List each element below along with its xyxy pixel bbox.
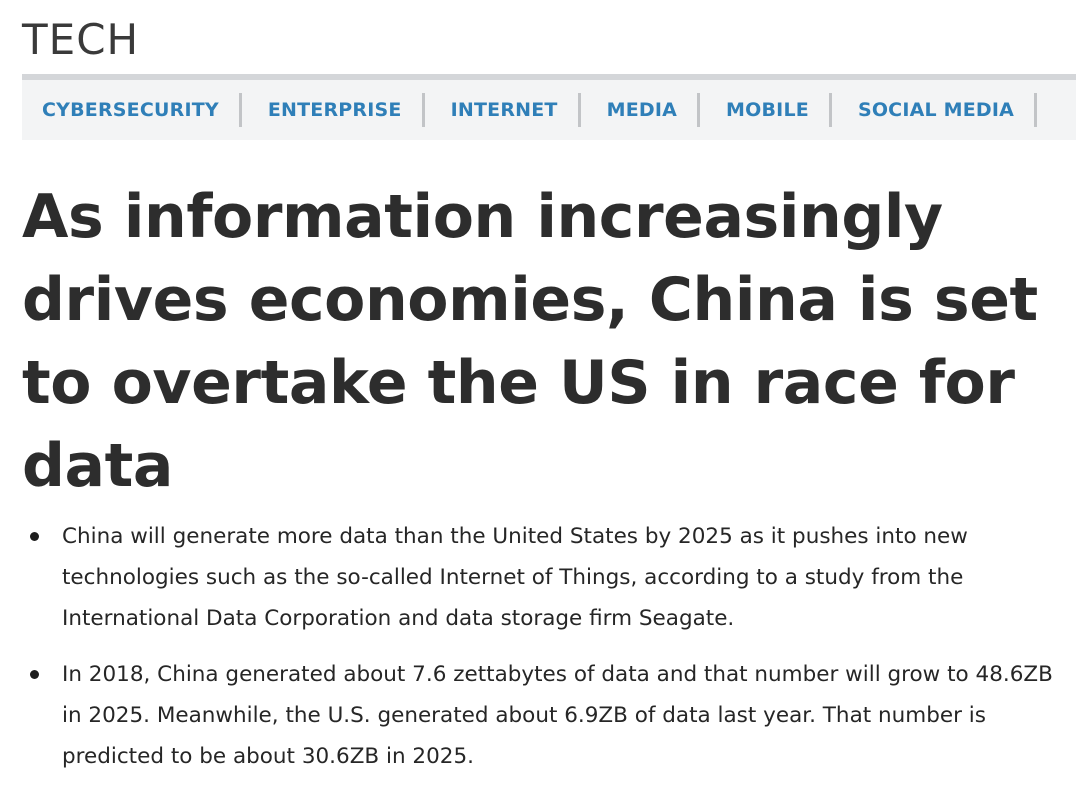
nav-divider xyxy=(1034,93,1038,127)
nav-separator xyxy=(828,80,832,140)
nav-link-cybersecurity[interactable]: CYBERSECURITY xyxy=(42,99,219,121)
nav-separator xyxy=(238,80,242,140)
article-headline: As information increasingly drives econo… xyxy=(22,182,1038,501)
subsection-nav-list: CYBERSECURITY ENTERPRISE INTERNET MEDIA … xyxy=(22,80,1076,140)
bullet-dot-icon xyxy=(30,532,39,541)
nav-link-enterprise[interactable]: ENTERPRISE xyxy=(267,99,402,121)
key-point-text: China will generate more data than the U… xyxy=(62,524,968,631)
nav-divider xyxy=(828,93,832,127)
nav-item-internet: INTERNET xyxy=(425,80,578,140)
nav-item-cybersecurity: CYBERSECURITY xyxy=(22,80,239,140)
nav-link-media[interactable]: MEDIA xyxy=(606,99,678,121)
nav-link-internet[interactable]: INTERNET xyxy=(450,99,558,121)
bullet-dot-icon xyxy=(30,670,39,679)
subsection-nav: CYBERSECURITY ENTERPRISE INTERNET MEDIA … xyxy=(22,74,1076,140)
nav-item-media: MEDIA xyxy=(581,80,697,140)
nav-item-mobile: MOBILE xyxy=(700,80,829,140)
nav-separator xyxy=(577,80,581,140)
nav-link-social-media[interactable]: SOCIAL MEDIA xyxy=(857,99,1015,121)
key-point-text: In 2018, China generated about 7.6 zetta… xyxy=(62,662,1053,769)
nav-separator xyxy=(697,80,701,140)
nav-divider xyxy=(697,93,701,127)
nav-separator xyxy=(1034,80,1038,140)
key-point-item: China will generate more data than the U… xyxy=(22,516,1062,639)
nav-divider xyxy=(421,93,425,127)
nav-separator xyxy=(421,80,425,140)
nav-divider xyxy=(238,93,242,127)
section-title[interactable]: TECH xyxy=(22,15,140,64)
nav-item-social-media: SOCIAL MEDIA xyxy=(832,80,1034,140)
nav-link-mobile[interactable]: MOBILE xyxy=(726,99,809,121)
key-points-list: China will generate more data than the U… xyxy=(22,516,1062,792)
nav-divider xyxy=(577,93,581,127)
key-point-item: In 2018, China generated about 7.6 zetta… xyxy=(22,654,1062,777)
nav-item-enterprise: ENTERPRISE xyxy=(242,80,422,140)
